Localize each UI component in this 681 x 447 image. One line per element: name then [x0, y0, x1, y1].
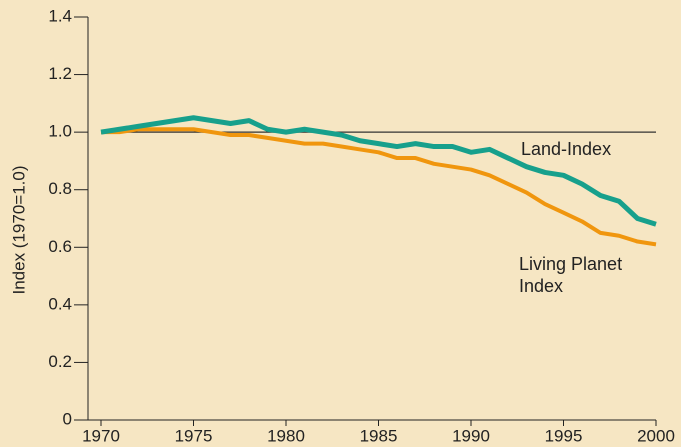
y-tick-label: 1.0 — [48, 122, 72, 141]
y-tick-label: 1.4 — [48, 6, 72, 25]
x-tick-label: 1980 — [267, 426, 305, 445]
y-tick-label: 1.2 — [48, 64, 72, 83]
series-label: Living Planet Index — [519, 254, 623, 296]
series-label: Land-Index — [521, 139, 612, 159]
y-tick-label: 0.2 — [48, 352, 72, 371]
x-tick-label: 1995 — [545, 426, 583, 445]
y-tick-label: 0.8 — [48, 179, 72, 198]
y-tick-label: 0 — [63, 409, 72, 428]
series-line — [100, 115, 657, 227]
x-tick-label: 1985 — [360, 426, 398, 445]
x-tick-label: 1970 — [82, 426, 120, 445]
y-axis-label: Index (1970=1.0) — [9, 165, 28, 294]
series-line — [101, 127, 657, 247]
y-tick-label: 0.4 — [48, 294, 72, 313]
x-tick-label: 1990 — [452, 426, 490, 445]
y-tick-label: 0.6 — [48, 237, 72, 256]
x-tick-label: 2000 — [637, 426, 675, 445]
x-tick-label: 1975 — [175, 426, 213, 445]
